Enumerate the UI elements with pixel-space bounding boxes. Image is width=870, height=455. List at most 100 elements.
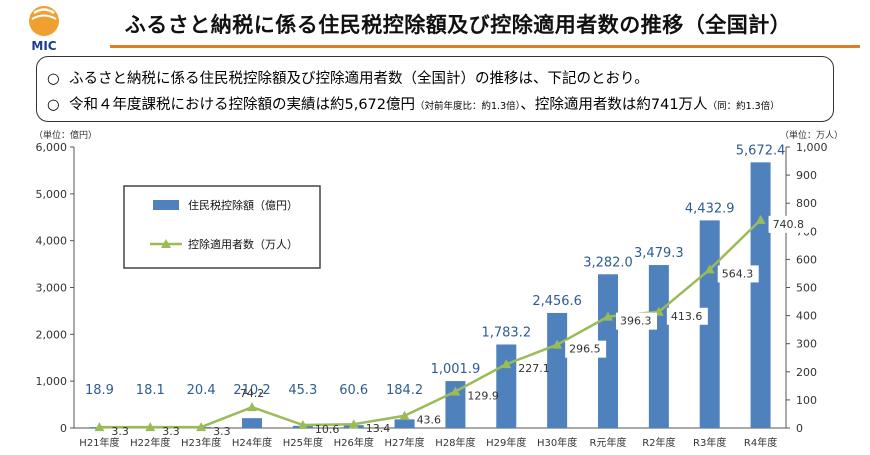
- right-axis-tick-label: 1,000: [796, 141, 828, 154]
- line-value-label: 74.2: [240, 387, 265, 400]
- left-axis-tick-label: 2,000: [36, 328, 68, 341]
- line-value-label: 296.5: [569, 343, 601, 356]
- circle-bullet-icon: ○: [47, 97, 60, 113]
- summary-note-2a: （対前年度比：約1.3倍）: [415, 101, 521, 112]
- line-marker: [755, 214, 766, 224]
- right-axis-tick-label: 400: [796, 310, 817, 323]
- right-axis-tick-label: 800: [796, 197, 817, 210]
- bar-value-label: 45.3: [288, 383, 317, 398]
- summary-note-2b: （同：約1.3倍）: [707, 101, 780, 112]
- x-axis-tick-label: H24年度: [232, 436, 272, 449]
- line-value-label: 227.1: [518, 362, 550, 375]
- line-value-label: 129.9: [467, 389, 499, 402]
- right-axis-tick-label: 500: [796, 282, 817, 295]
- line-marker: [94, 422, 105, 432]
- bar-amount: [496, 344, 517, 428]
- line-value-label: 3.3: [213, 425, 231, 438]
- logo-sun-icon: [29, 6, 59, 36]
- summary-line-2: ○ 令和４年度課税における控除額の実績は約5,672億円（対前年度比：約1.3倍）…: [47, 93, 780, 114]
- line-recipients: [99, 218, 762, 429]
- left-axis-tick-label: 6,000: [36, 141, 68, 154]
- title-underline: [110, 45, 860, 48]
- left-axis-tick-label: 3,000: [36, 282, 68, 295]
- x-axis-tick-label: H21年度: [79, 436, 119, 449]
- bar-value-label: 20.4: [187, 383, 216, 398]
- line-marker: [603, 311, 613, 321]
- summary-text-2b: 、控除適用者数は約741万人: [520, 97, 708, 113]
- legend-line-marker: [161, 239, 171, 248]
- line-value-label: 10.6: [315, 423, 340, 436]
- bar-amount: [394, 419, 415, 428]
- logo-text: MIC: [31, 39, 56, 53]
- x-axis-tick-label: H22年度: [130, 436, 170, 449]
- line-label-bg: [565, 340, 607, 358]
- summary-line-1: ○ ふるさと納税に係る住民税控除額及び控除適用者数（全国計）の推移は、下記のとおり…: [47, 67, 649, 88]
- line-marker: [704, 264, 715, 274]
- right-axis-tick-label: 600: [796, 253, 817, 266]
- x-axis-tick-label: R元年度: [590, 436, 627, 449]
- legend-bar-swatch: [153, 200, 179, 210]
- bar-amount: [598, 274, 618, 428]
- bar-value-label: 18.1: [136, 383, 165, 398]
- x-axis-tick-label: H27年度: [384, 436, 424, 449]
- line-marker: [450, 386, 461, 396]
- x-axis-tick-label: H23年度: [181, 436, 221, 449]
- bar-value-label: 2,456.6: [532, 294, 582, 309]
- line-marker: [145, 422, 156, 432]
- bar-value-label: 4,432.9: [685, 201, 735, 216]
- x-axis-tick-label: H25年度: [283, 436, 323, 449]
- x-axis-tick-label: H29年度: [486, 436, 526, 449]
- bar-amount: [750, 162, 771, 429]
- bar-value-label: 3,282.0: [583, 255, 633, 270]
- right-axis-tick-label: 300: [796, 338, 817, 351]
- line-marker: [348, 419, 359, 429]
- line-marker: [247, 402, 257, 412]
- left-axis-tick-label: 1,000: [36, 375, 68, 388]
- line-value-label: 413.6: [671, 310, 703, 323]
- bar-value-label: 1,001.9: [431, 362, 481, 377]
- line-value-label: 13.4: [366, 422, 391, 435]
- right-axis-tick-label: 100: [796, 394, 817, 407]
- summary-box: ○ ふるさと納税に係る住民税控除額及び控除適用者数（全国計）の推移は、下記のとおり…: [36, 56, 834, 122]
- summary-text-2a: 令和４年度課税における控除額の実績は約5,672億円: [69, 97, 416, 113]
- line-marker: [399, 410, 410, 420]
- line-marker: [501, 359, 512, 369]
- left-axis-tick-label: 0: [60, 422, 67, 435]
- legend-box: [123, 185, 321, 269]
- legend-bar-label: 住民税控除額（億円）: [188, 198, 298, 212]
- bar-value-label: 60.6: [339, 383, 368, 398]
- bar-value-label: 18.9: [85, 383, 114, 398]
- line-label-bg: [666, 307, 708, 325]
- line-label-bg: [616, 312, 657, 330]
- legend-line-label: 控除適用者数（万人）: [188, 237, 298, 251]
- line-value-label: 3.3: [162, 425, 180, 438]
- line-marker: [297, 420, 308, 430]
- left-axis-unit: （単位：億円）: [34, 129, 97, 141]
- right-axis-tick-label: 0: [796, 422, 803, 435]
- circle-bullet-icon: ○: [47, 71, 60, 87]
- bar-amount: [242, 418, 262, 428]
- line-value-label: 564.3: [722, 267, 754, 280]
- right-axis-unit: （単位：万人）: [780, 129, 843, 141]
- left-axis-tick-label: 5,000: [36, 188, 68, 201]
- bar-value-label: 1,783.2: [481, 325, 531, 340]
- x-axis-tick-label: H30年度: [537, 436, 577, 449]
- line-marker: [196, 422, 207, 432]
- bar-amount: [648, 265, 669, 428]
- line-value-label: 3.3: [111, 425, 129, 438]
- bar-value-label: 184.2: [386, 383, 423, 398]
- x-axis-tick-label: H26年度: [334, 436, 374, 449]
- mic-logo: MIC: [29, 6, 59, 53]
- line-label-bg: [717, 265, 759, 283]
- x-axis-tick-label: R3年度: [693, 436, 726, 449]
- x-axis-tick-label: H28年度: [435, 436, 475, 449]
- x-axis-tick-label: R2年度: [642, 436, 675, 449]
- line-value-label: 396.3: [620, 315, 652, 328]
- line-marker: [552, 339, 563, 349]
- line-value-label: 740.8: [773, 218, 805, 231]
- page-title: ふるさと納税に係る住民税控除額及び控除適用者数の推移（全国計）: [124, 13, 792, 37]
- bar-value-label: 5,672.4: [736, 143, 786, 158]
- line-value-label: 43.6: [417, 414, 442, 427]
- x-axis-tick-label: R4年度: [744, 436, 777, 449]
